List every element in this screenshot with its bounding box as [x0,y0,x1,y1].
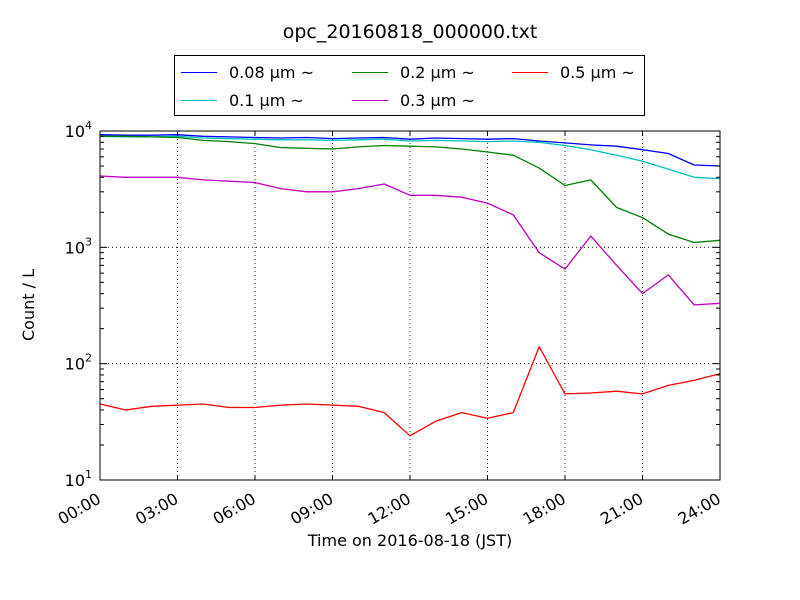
legend-label: 0.3 μm ~ [400,90,475,110]
x-tick-label: 18:00 [520,489,569,529]
chart-title: opc_20160818_000000.txt [283,21,538,43]
series-line [99,175,721,306]
x-tick-label: 12:00 [365,489,414,529]
series-line [99,346,721,437]
x-tick-label: 15:00 [442,489,491,529]
y-tick-label: 104 [65,119,92,141]
series-line [99,135,721,180]
legend-label: 0.1 μm ~ [229,90,304,110]
x-tick-label: 24:00 [675,489,724,529]
y-tick-label: 101 [65,468,92,490]
legend-label: 0.2 μm ~ [400,62,475,82]
grid [100,131,720,480]
legend-label: 0.5 μm ~ [560,62,635,82]
legend-swatch [181,99,217,101]
legend-item: 0.1 μm ~ [181,89,304,111]
legend-item: 0.5 μm ~ [512,61,635,83]
legend-swatch [512,71,548,73]
x-tick-label: 03:00 [132,489,181,529]
series-line [100,135,721,244]
y-axis-label: Count / L [19,269,38,341]
legend-item: 0.3 μm ~ [352,89,475,111]
x-tick-label: 21:00 [597,489,646,529]
legend-item: 0.08 μm ~ [181,61,314,83]
x-tick-label: 00:00 [55,489,104,529]
axis-ticks: 00:00 03:00 06:00 09:00 12:00 15:00 18:00 21:00… [55,119,724,529]
legend-swatch [181,71,217,73]
series-line [99,134,721,167]
x-axis-label: Time on 2016-08-18 (JST) [307,531,512,550]
legend-item: 0.2 μm ~ [352,61,475,83]
x-tick-label: 09:00 [287,489,336,529]
y-tick-label: 102 [65,352,92,374]
legend-label: 0.08 μm ~ [229,62,314,82]
legend: 0.08 μm ~ 0.1 μm ~ 0.2 μm ~ 0.3 μm ~ 0.5… [174,55,645,116]
legend-swatch [352,71,388,73]
x-tick-label: 06:00 [210,489,259,529]
y-tick-label: 103 [65,235,92,257]
legend-swatch [352,99,388,101]
series-lines [99,134,721,437]
